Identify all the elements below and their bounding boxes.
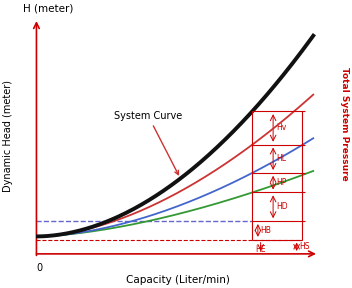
Text: HD: HD: [276, 202, 288, 211]
Text: Total System Pressure: Total System Pressure: [340, 67, 349, 181]
Text: H (meter): H (meter): [23, 4, 73, 14]
Text: HP: HP: [276, 178, 286, 187]
Text: Dynamic Head (meter): Dynamic Head (meter): [3, 80, 13, 192]
Text: Capacity (Liter/min): Capacity (Liter/min): [126, 275, 230, 285]
Text: HL: HL: [276, 154, 286, 163]
Text: HS: HS: [300, 242, 310, 251]
Text: System Curve: System Curve: [114, 111, 182, 175]
Text: Hv: Hv: [276, 124, 286, 132]
Text: HB: HB: [260, 226, 271, 235]
Text: HE: HE: [255, 245, 266, 254]
Text: 0: 0: [36, 263, 42, 273]
